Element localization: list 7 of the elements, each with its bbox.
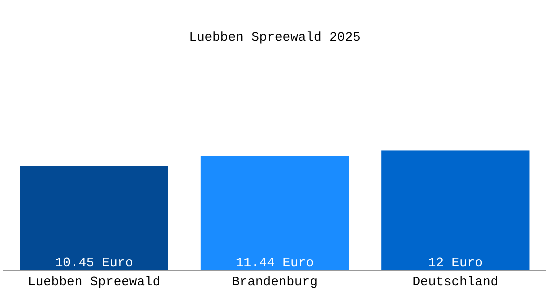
data-label: 12 Euro bbox=[428, 255, 483, 270]
data-label: 10.45 Euro bbox=[55, 255, 134, 270]
x-tick-label: Deutschland bbox=[412, 274, 499, 290]
x-tick-label: Brandenburg bbox=[232, 274, 318, 290]
chart-title: Luebben Spreewald 2025 bbox=[189, 30, 361, 46]
x-tick-label: Luebben Spreewald bbox=[28, 274, 161, 290]
data-label: 11.44 Euro bbox=[236, 255, 314, 270]
